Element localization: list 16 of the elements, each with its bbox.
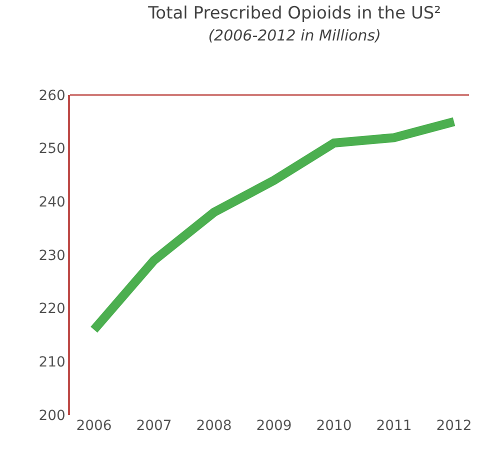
x-tick-label: 2007 [136, 418, 172, 434]
chart-title: Total Prescribed Opioids in the US² [147, 3, 442, 24]
y-tick-label: 200 [38, 408, 66, 424]
chart-subtitle: (2006-2012 in Millions) [208, 26, 381, 44]
x-tick-label: 2008 [196, 418, 232, 434]
y-tick-label: 210 [38, 354, 66, 371]
x-tick-label: 2010 [316, 418, 352, 434]
y-tick-label: 260 [38, 88, 66, 104]
x-tick-label: 2009 [256, 418, 292, 434]
x-tick-label: 2011 [376, 418, 412, 434]
y-tick-label: 240 [38, 194, 66, 211]
y-tick-label: 220 [38, 301, 66, 318]
x-tick-label: 2006 [76, 418, 112, 434]
y-tick-label: 230 [38, 248, 66, 264]
y-tick-label: 250 [38, 141, 66, 158]
x-tick-label: 2012 [436, 418, 472, 434]
